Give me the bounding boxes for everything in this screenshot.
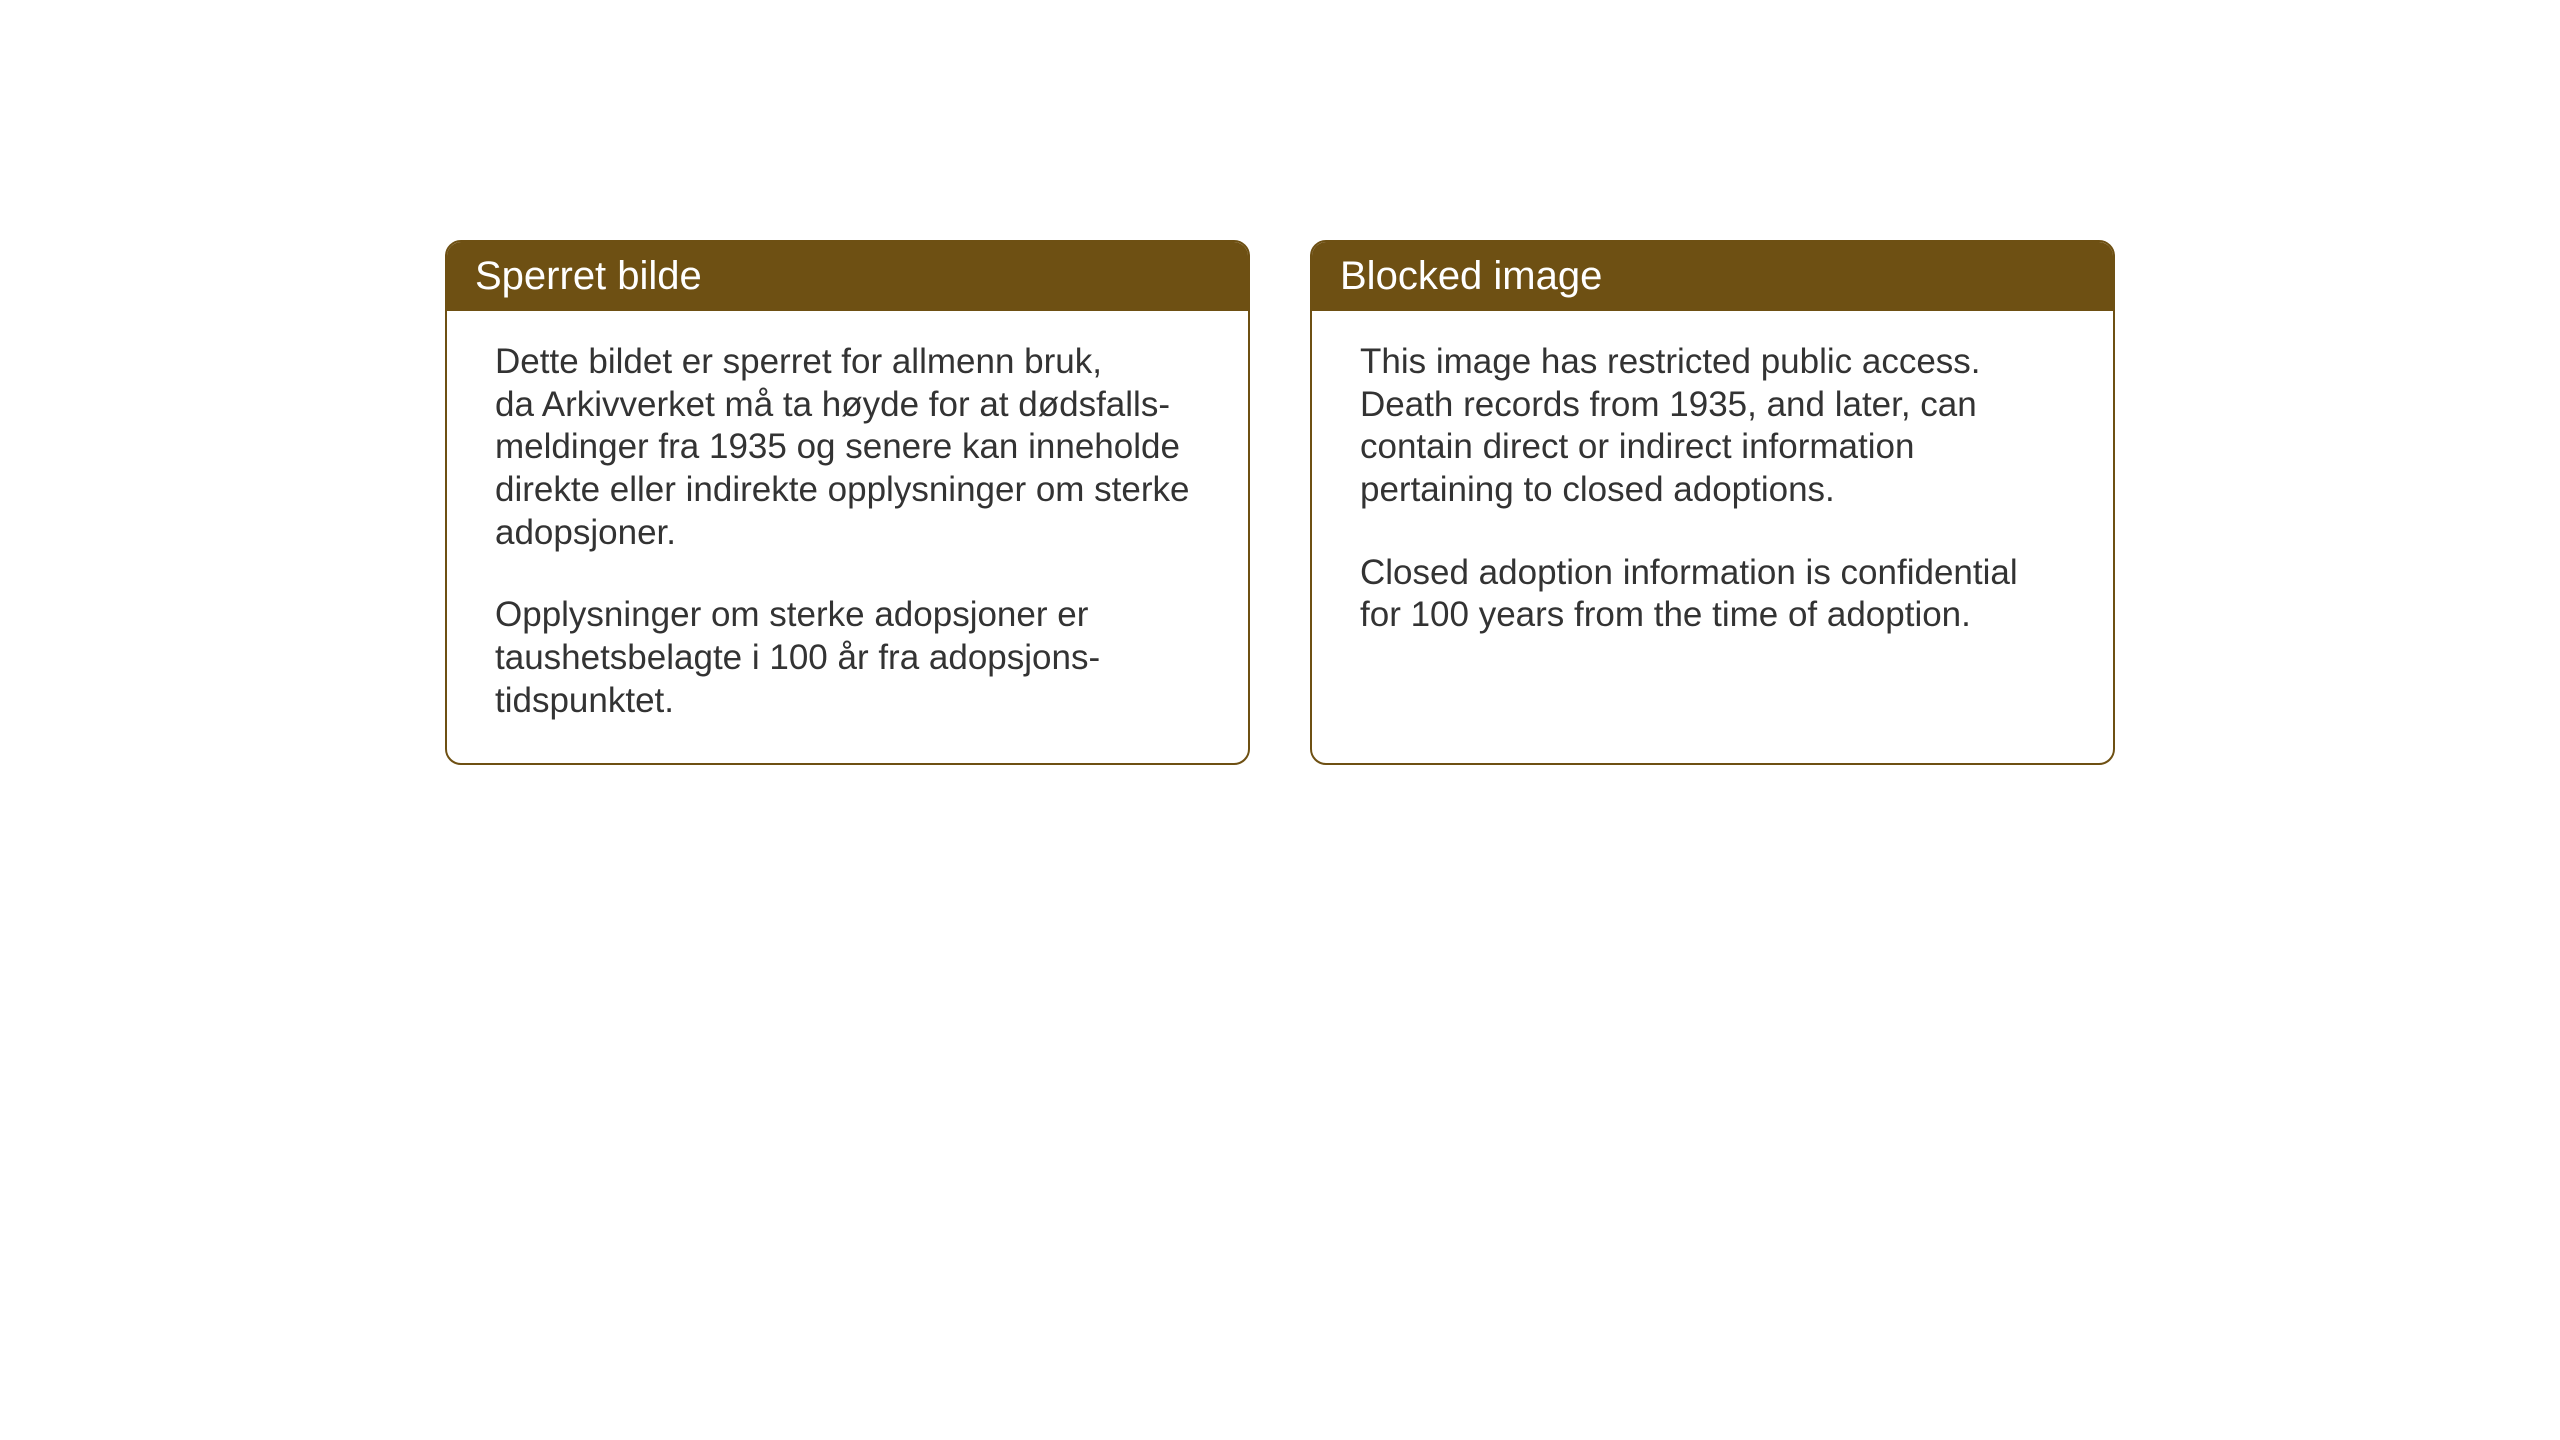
text-line: Dette bildet er sperret for allmenn bruk… (495, 342, 1102, 381)
text-line: tidspunktet. (495, 681, 674, 720)
text-line: Opplysninger om sterke adopsjoner er (495, 595, 1088, 634)
card-title-english: Blocked image (1340, 254, 1602, 298)
paragraph-1-english: This image has restricted public access.… (1360, 341, 2065, 512)
card-title-norwegian: Sperret bilde (475, 254, 702, 298)
card-body-english: This image has restricted public access.… (1312, 311, 2113, 677)
text-line: direkte eller indirekte opplysninger om … (495, 470, 1190, 509)
card-header-english: Blocked image (1312, 242, 2113, 311)
card-body-norwegian: Dette bildet er sperret for allmenn bruk… (447, 311, 1248, 763)
text-line: adopsjoner. (495, 513, 676, 552)
notice-container: Sperret bilde Dette bildet er sperret fo… (445, 240, 2115, 765)
text-line: meldinger fra 1935 og senere kan innehol… (495, 427, 1180, 466)
notice-card-norwegian: Sperret bilde Dette bildet er sperret fo… (445, 240, 1250, 765)
paragraph-2-norwegian: Opplysninger om sterke adopsjoner er tau… (495, 594, 1200, 722)
text-line: contain direct or indirect information (1360, 427, 1914, 466)
text-line: taushetsbelagte i 100 år fra adopsjons- (495, 638, 1100, 677)
text-line: for 100 years from the time of adoption. (1360, 595, 1971, 634)
text-line: pertaining to closed adoptions. (1360, 470, 1835, 509)
card-header-norwegian: Sperret bilde (447, 242, 1248, 311)
paragraph-2-english: Closed adoption information is confident… (1360, 552, 2065, 637)
paragraph-1-norwegian: Dette bildet er sperret for allmenn bruk… (495, 341, 1200, 554)
text-line: da Arkivverket må ta høyde for at dødsfa… (495, 385, 1170, 424)
text-line: Closed adoption information is confident… (1360, 553, 2018, 592)
text-line: Death records from 1935, and later, can (1360, 385, 1977, 424)
notice-card-english: Blocked image This image has restricted … (1310, 240, 2115, 765)
text-line: This image has restricted public access. (1360, 342, 1981, 381)
